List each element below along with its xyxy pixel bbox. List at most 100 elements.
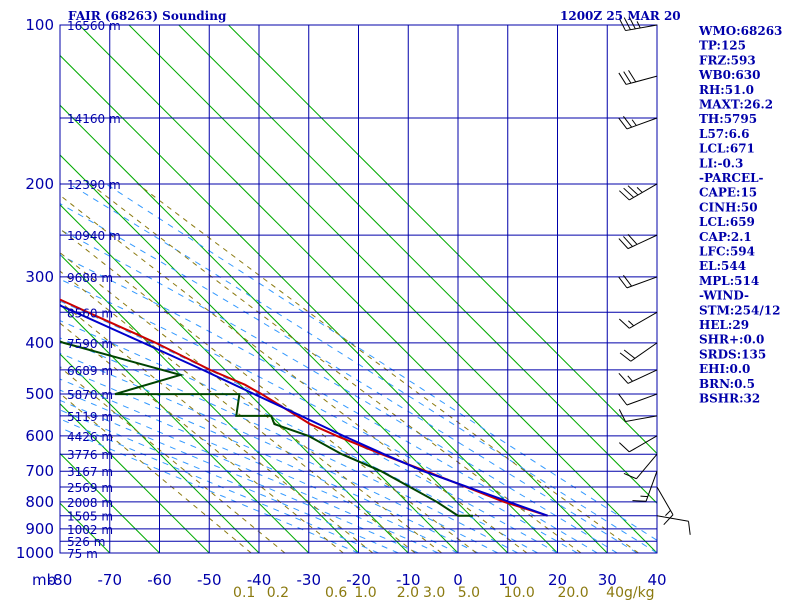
wind-barb — [618, 116, 658, 130]
wind-barb-flag — [618, 18, 626, 31]
wind-barb-flag — [618, 238, 629, 249]
isotherm-line — [178, 25, 657, 504]
wind-barb — [618, 183, 658, 201]
wind-barb-flag — [618, 318, 630, 329]
wind-barb — [618, 311, 658, 329]
wind-barb-flag — [623, 17, 631, 30]
wind-barb-flag — [618, 372, 629, 384]
wind-barb-flag — [618, 393, 628, 406]
height-label: 10940 m — [67, 229, 121, 243]
height-label: 2008 m — [67, 496, 113, 510]
height-label: 3776 m — [67, 448, 113, 462]
temperature-axis-labels: -80 -70 -60 -50 -40 -30 -20 -10 0 10 20 30 40 — [48, 571, 667, 589]
wind-barb — [656, 486, 674, 526]
temperature-tick-label: -80 — [48, 571, 73, 589]
wind-barb-flag — [618, 117, 628, 130]
mixing-ratio-label: 0.1 — [233, 585, 255, 600]
index-item: MAXT:26.2 — [699, 98, 773, 112]
temperature-tick-label: 10 — [498, 571, 517, 589]
wind-barb-shaft — [626, 393, 658, 406]
wind-barb — [618, 435, 658, 453]
height-label: 16560 m — [67, 19, 121, 33]
pressure-tick-label: 300 — [25, 268, 54, 286]
wind-barb — [618, 233, 658, 250]
temperature-tick-label: 0 — [453, 571, 463, 589]
mixing-ratio-label: 20.0 — [557, 585, 588, 600]
wind-barb-flag — [619, 352, 632, 362]
pressure-tick-label: 400 — [25, 334, 54, 352]
wind-barb-flag — [623, 236, 633, 247]
height-label: 5119 m — [67, 410, 113, 424]
indices-panel: WMO:68263TP:125FRZ:593WB0:630RH:51.0MAXT… — [698, 24, 782, 406]
pressure-tick-label: 200 — [25, 175, 54, 193]
index-item: LI:-0.3 — [699, 156, 743, 170]
mixing-ratio-label: 10.0 — [504, 585, 535, 600]
height-label: 14160 m — [67, 112, 121, 126]
temperature-tick-label: -30 — [297, 571, 322, 589]
wind-barb-flag — [618, 442, 630, 453]
index-item: CINH:50 — [699, 200, 758, 214]
wind-barb — [618, 393, 658, 406]
wind-barb — [618, 70, 658, 85]
index-item: FRZ:593 — [699, 53, 756, 67]
sounding-traces — [60, 298, 548, 517]
wind-barb-flag — [618, 276, 628, 289]
height-label: 12390 m — [67, 178, 121, 192]
parcel-line — [60, 304, 548, 517]
wind-barb — [618, 369, 658, 384]
temperature-tick-label: 20 — [548, 571, 567, 589]
temperature-tick-label: -60 — [147, 571, 172, 589]
wind-barb-half-flag — [636, 187, 643, 193]
moist-adiabat-line — [60, 278, 578, 553]
mixing-ratio-label: 2.0 — [397, 585, 419, 600]
index-item: -PARCEL- — [699, 171, 764, 185]
height-label: 5870 m — [67, 388, 113, 402]
temperature-tick-label: 30 — [598, 571, 617, 589]
isotherm-line — [60, 54, 558, 553]
moist-adiabat-line — [60, 203, 638, 553]
wind-barb-flag — [632, 500, 647, 502]
wind-barb-shaft — [627, 234, 658, 250]
wind-barb-flag — [623, 275, 633, 287]
wind-barb-flag — [628, 70, 637, 83]
wind-barb — [618, 16, 658, 32]
chart-title: FAIR (68263) Sounding — [68, 9, 227, 23]
height-label: 526 m — [67, 535, 105, 549]
wind-barb — [656, 515, 691, 535]
height-label: 3167 m — [67, 465, 113, 479]
wind-barb-shaft — [656, 486, 674, 515]
wind-barb — [618, 275, 658, 289]
wind-barb-shaft — [629, 183, 658, 201]
mixing-ratio-labels: 0.1 0.2 0.6 1.0 2.0 3.0 5.0 10.0 20.0 40g/kg — [233, 585, 655, 600]
isotherm-lines — [60, 25, 657, 553]
index-item: CAPE:15 — [699, 186, 757, 200]
wind-barb-flag — [623, 472, 637, 480]
isotherm-line — [60, 204, 409, 553]
index-item: HEL:29 — [699, 318, 749, 332]
wind-barb-shaft — [627, 369, 658, 384]
moist-adiabat-line — [105, 183, 657, 541]
isotherm-line — [60, 104, 509, 553]
wind-barb-shaft — [626, 276, 658, 289]
pressure-tick-label: 800 — [25, 493, 54, 511]
wind-barb-shaft — [645, 471, 658, 502]
pressure-tick-label: 600 — [25, 427, 54, 445]
x-axis-unit-label: mb — [32, 571, 56, 589]
moist-adiabat-line — [60, 427, 359, 553]
wind-barb-flag — [627, 233, 638, 245]
wind-barb-shaft — [625, 75, 658, 85]
height-label: 7590 m — [67, 337, 113, 351]
pressure-tick-label: 100 — [25, 16, 54, 34]
height-label: 8560 m — [67, 306, 113, 320]
wind-barb-shaft — [636, 453, 658, 480]
chart-time: 1200Z 25 MAR 20 — [560, 9, 681, 23]
isotherm-line — [60, 253, 359, 553]
index-item: MPL:514 — [699, 274, 759, 288]
moist-adiabat-line — [60, 352, 499, 553]
pressure-tick-label: 700 — [25, 462, 54, 480]
index-item: WB0:630 — [698, 68, 760, 82]
wind-barb-half-flag — [631, 119, 637, 126]
grid-lines — [59, 24, 658, 554]
index-item: RH:51.0 — [699, 83, 754, 97]
